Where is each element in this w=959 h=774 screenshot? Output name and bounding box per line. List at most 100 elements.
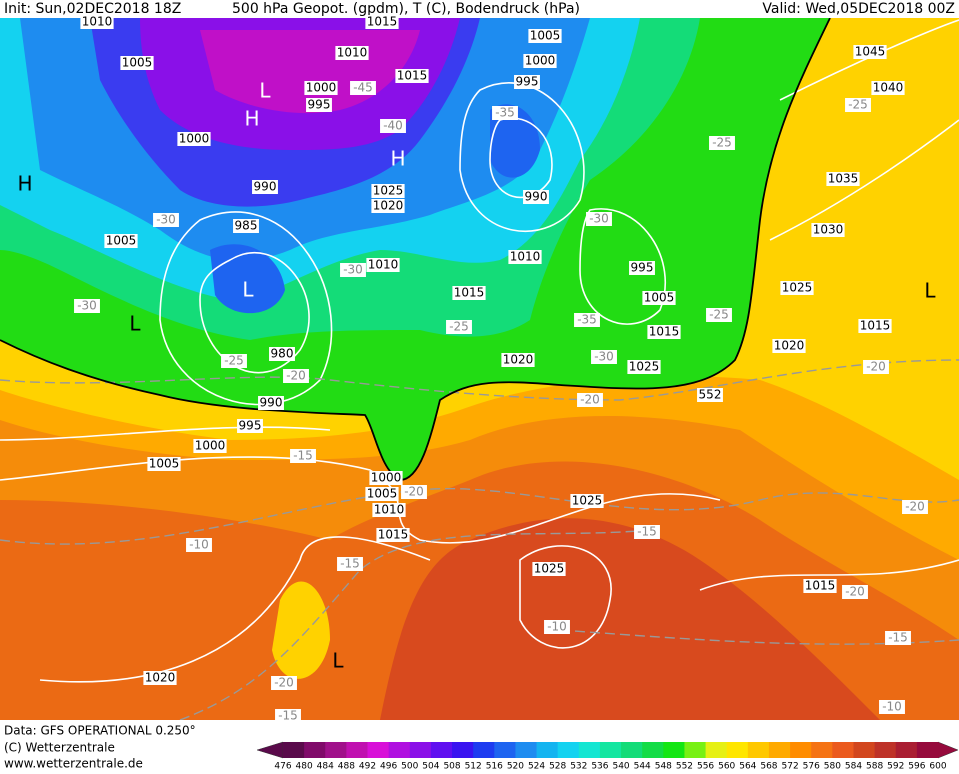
height-label: 552 bbox=[697, 388, 723, 402]
temperature-label: -30 bbox=[340, 263, 366, 277]
isobar bbox=[519, 545, 612, 649]
pressure-label-text: 1025 bbox=[782, 281, 813, 295]
temperature-label-box bbox=[544, 620, 570, 634]
height-label-text: 552 bbox=[699, 388, 722, 402]
isobar bbox=[699, 559, 959, 591]
pressure-label: 1020 bbox=[772, 339, 806, 353]
temperature-label: -15 bbox=[885, 631, 911, 645]
pressure-label: 1005 bbox=[642, 291, 676, 305]
field-blue-low bbox=[490, 104, 540, 178]
pressure-label-text: 1005 bbox=[149, 457, 180, 471]
temperature-label-text: -40 bbox=[383, 119, 403, 133]
temperature-label-text: -20 bbox=[274, 676, 294, 690]
temperature-label-text: -15 bbox=[888, 631, 908, 645]
scale-swatch bbox=[304, 742, 326, 758]
pressure-label: 1045 bbox=[853, 45, 887, 59]
pressure-label-box bbox=[508, 250, 542, 264]
map-field bbox=[0, 18, 959, 720]
field-yellow-pocket bbox=[272, 581, 330, 679]
pressure-label: 990 bbox=[523, 190, 549, 204]
pressure-label: 1020 bbox=[371, 199, 405, 213]
pressure-label-text: 1040 bbox=[873, 81, 904, 95]
scale-label: 552 bbox=[676, 762, 693, 771]
pressure-label: 1025 bbox=[780, 281, 814, 295]
temperature-label-text: -20 bbox=[866, 360, 886, 374]
pressure-label-box bbox=[366, 258, 400, 272]
pressure-label: 1020 bbox=[501, 353, 535, 367]
pressure-label-box bbox=[372, 503, 406, 517]
temperature-label: -25 bbox=[221, 354, 247, 368]
temperature-label: -20 bbox=[577, 393, 603, 407]
isobar bbox=[769, 119, 959, 241]
temperature-label-box bbox=[221, 354, 247, 368]
pressure-label-box bbox=[369, 471, 403, 485]
pressure-label: 980 bbox=[269, 347, 295, 361]
pressure-label: 1015 bbox=[395, 69, 429, 83]
scale-label: 488 bbox=[338, 762, 355, 771]
pressure-label: 1015 bbox=[803, 579, 837, 593]
temperature-label-box bbox=[577, 393, 603, 407]
temperature-label: -15 bbox=[337, 557, 363, 571]
isobar bbox=[579, 208, 666, 325]
pressure-label-text: 1025 bbox=[373, 184, 404, 198]
temperature-label-text: -30 bbox=[77, 299, 97, 313]
temperature-label: -15 bbox=[634, 525, 660, 539]
scale-label: 572 bbox=[782, 762, 799, 771]
pressure-label: 1010 bbox=[366, 258, 400, 272]
temperature-label-text: -25 bbox=[224, 354, 244, 368]
temperature-label-text: -20 bbox=[905, 500, 925, 514]
pressure-label-box bbox=[772, 339, 806, 353]
pressure-label-box bbox=[269, 347, 295, 361]
pressure-label: 1015 bbox=[365, 15, 399, 29]
valid-text: Valid: Wed,05DEC2018 00Z bbox=[762, 1, 955, 17]
pressure-label-box bbox=[395, 69, 429, 83]
pressure-label-text: 990 bbox=[260, 396, 283, 410]
color-scale: 476 480 484 488 492 496 500 504 508 512 516 520 524 5… bbox=[256, 741, 959, 772]
pressure-label: 995 bbox=[237, 419, 263, 433]
pressure-label-box bbox=[376, 528, 410, 542]
pressure-label-box bbox=[365, 15, 399, 29]
pressure-label-box bbox=[335, 46, 369, 60]
pressure-label: 1025 bbox=[532, 562, 566, 576]
map-labels: 1010 1015 1005 1005 1010 1000 1045 1015 1000 995 1… bbox=[17, 15, 936, 723]
pressure-label: 1000 bbox=[193, 439, 227, 453]
pressure-label: 1010 bbox=[80, 15, 114, 29]
pressure-label: 1005 bbox=[528, 29, 562, 43]
scale-label: 480 bbox=[296, 762, 313, 771]
isobar bbox=[779, 19, 959, 101]
temperature-label-box bbox=[586, 212, 612, 226]
temperature-label: -20 bbox=[401, 485, 427, 499]
temperature-label-box bbox=[380, 119, 406, 133]
pressure-label: 1000 bbox=[523, 54, 557, 68]
pressure-label-text: 1010 bbox=[337, 46, 368, 60]
pressure-label-text: 995 bbox=[516, 75, 539, 89]
pressure-label-box bbox=[80, 15, 114, 29]
scale-label: 528 bbox=[549, 762, 566, 771]
pressure-label-text: 1010 bbox=[82, 15, 113, 29]
pressure-label-box bbox=[647, 325, 681, 339]
temperature-label: -20 bbox=[271, 676, 297, 690]
temperature-label: -25 bbox=[709, 136, 735, 150]
scale-swatch bbox=[473, 742, 495, 758]
scale-swatch bbox=[811, 742, 833, 758]
temperature-label-box bbox=[290, 449, 316, 463]
scale-swatch bbox=[684, 742, 707, 758]
pressure-label-box bbox=[306, 98, 332, 112]
pressure-label: 990 bbox=[258, 396, 284, 410]
scale-label: 484 bbox=[317, 762, 334, 771]
pressure-label-text: 1005 bbox=[530, 29, 561, 43]
scale-label: 556 bbox=[697, 762, 714, 771]
pressure-label-text: 1025 bbox=[572, 494, 603, 508]
pressure-label-text: 990 bbox=[525, 190, 548, 204]
pressure-label-text: 1045 bbox=[855, 45, 886, 59]
scale-swatch bbox=[853, 742, 876, 758]
pressure-label-text: 1005 bbox=[106, 234, 137, 248]
scale-swatch bbox=[367, 742, 390, 758]
scale-label: 512 bbox=[465, 762, 482, 771]
temperature-label: -30 bbox=[586, 212, 612, 226]
pressure-label-box bbox=[858, 319, 892, 333]
temperature-label-text: -30 bbox=[589, 212, 609, 226]
temperature-label: -40 bbox=[380, 119, 406, 133]
scale-swatch bbox=[452, 742, 474, 758]
